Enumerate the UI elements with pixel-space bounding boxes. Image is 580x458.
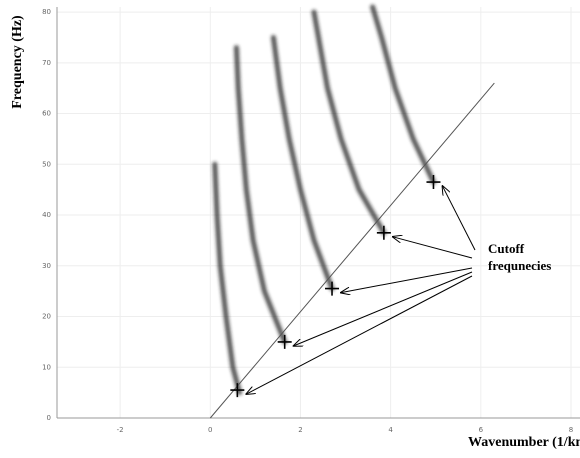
y-axis-label: Frequency (Hz) [10,15,25,109]
cutoff-marker [278,335,292,349]
y-tick-label: 40 [42,211,51,219]
x-tick-label: -2 [117,426,124,434]
annotation-arrow [393,237,472,258]
cutoff-marker [230,383,244,397]
annotation-arrow [442,186,475,250]
y-tick-label: 0 [47,414,51,422]
y-tick-label: 80 [42,8,51,16]
dispersion-ridge [314,12,384,233]
x-tick-label: 0 [208,426,212,434]
x-tick-label: 8 [569,426,573,434]
dispersion-ridge [236,48,284,342]
y-tick-label: 10 [42,363,51,371]
dispersion-ridge [373,7,434,182]
y-tick-label: 70 [42,59,51,67]
x-tick-label: 6 [479,426,484,434]
annotation-text: Cutoff [488,241,525,256]
y-tick-label: 50 [42,160,51,168]
dispersion-ridge [215,164,240,392]
x-tick-label: 4 [388,426,393,434]
annotation-text: frequnecies [488,258,551,273]
y-tick-label: 30 [42,262,51,270]
x-axis-label: Wavenumber (1/km) [468,435,580,450]
y-tick-label: 60 [42,110,51,118]
x-tick-label: 2 [298,426,302,434]
annotation-arrow [294,272,472,346]
chart: Wavenumber (1/km) Frequency (Hz) -2 0 2 4 6 8… [0,0,580,458]
cutoff-marker [325,282,339,296]
y-tick-label: 20 [42,313,51,321]
